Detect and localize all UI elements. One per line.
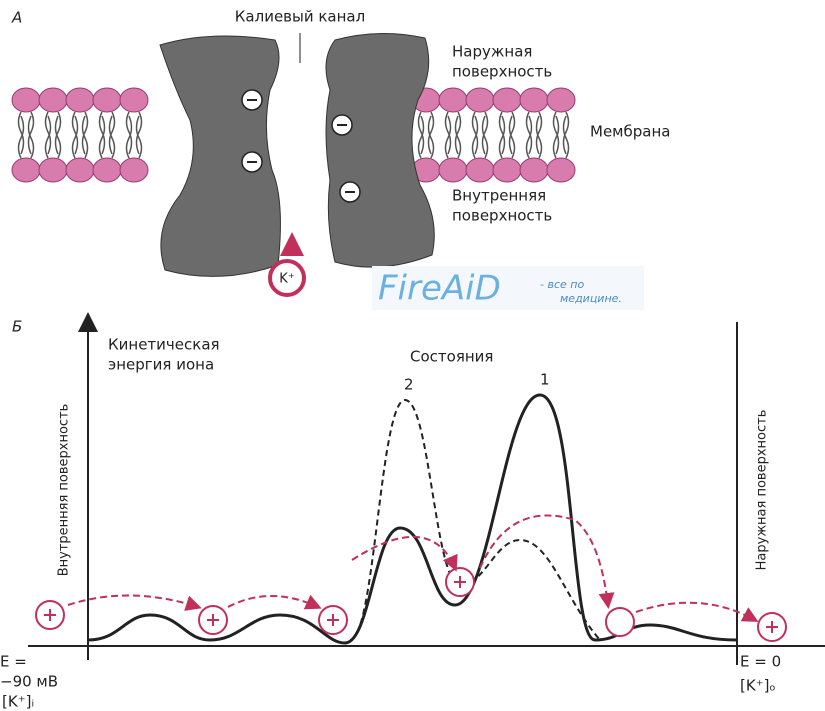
lipid-head	[120, 158, 148, 182]
energy-profile-state-1	[88, 395, 737, 643]
lipid-head	[493, 88, 521, 112]
panel-label: А	[11, 9, 22, 27]
watermark-brand: FireAiD	[378, 269, 501, 309]
lipid-head	[520, 88, 548, 112]
lipid-head	[439, 158, 467, 182]
ion-position	[606, 608, 634, 636]
inner-surface-line: Внутренняя	[452, 187, 546, 205]
right-concentration: [K⁺]ₒ	[740, 677, 776, 695]
diagram: K⁺ А Калиевый канал Наружная поверхность…	[0, 0, 825, 711]
lipid-head	[439, 88, 467, 112]
ion-label: K⁺	[279, 272, 294, 287]
lipid-head	[66, 88, 94, 112]
left-potential: −90 мВ	[0, 673, 58, 691]
side-label: Наружная поверхность	[755, 410, 770, 571]
outer-surface-line: поверхность	[452, 63, 552, 81]
state-label: 1	[540, 371, 550, 389]
lipid-head	[12, 88, 40, 112]
left-potential: E =	[0, 653, 27, 671]
lipid-head	[466, 88, 494, 112]
right-potential: E = 0	[740, 653, 781, 671]
lipid-head	[493, 158, 521, 182]
state-label: 2	[404, 376, 414, 394]
hop-arrow	[228, 596, 318, 607]
inner-surface-line: поверхность	[452, 207, 552, 225]
lipid-head	[93, 88, 121, 112]
hop-arrow	[480, 515, 608, 605]
left-concentration: [K⁺]ᵢ	[2, 693, 34, 711]
side-label: Внутренняя поверхность	[57, 404, 72, 577]
lipid-head	[93, 158, 121, 182]
lipid-head	[39, 158, 67, 182]
y-axis-label: Кинетическая	[108, 336, 220, 354]
lipid-head	[466, 158, 494, 182]
states-label: Состояния	[410, 348, 493, 366]
y-axis-label: энергия иона	[108, 356, 214, 374]
lipid-head	[66, 158, 94, 182]
lipid-head	[547, 158, 575, 182]
lipid-head	[547, 88, 575, 112]
outer-surface-line: Наружная	[452, 43, 532, 61]
hop-arrow	[352, 537, 455, 568]
watermark-tagline: медицине.	[560, 292, 622, 305]
panel-label: Б	[12, 318, 22, 336]
lipid-head	[520, 158, 548, 182]
channel-label: Калиевый канал	[235, 8, 365, 26]
lipid-head	[12, 158, 40, 182]
membrane-lipids	[12, 88, 575, 182]
channel-protein-left	[160, 36, 280, 276]
lipid-head	[120, 88, 148, 112]
watermark-tagline: - все по	[540, 278, 584, 291]
membrane-label: Мембрана	[590, 123, 670, 141]
lipid-head	[39, 88, 67, 112]
energy-profile-state-2	[350, 400, 600, 640]
